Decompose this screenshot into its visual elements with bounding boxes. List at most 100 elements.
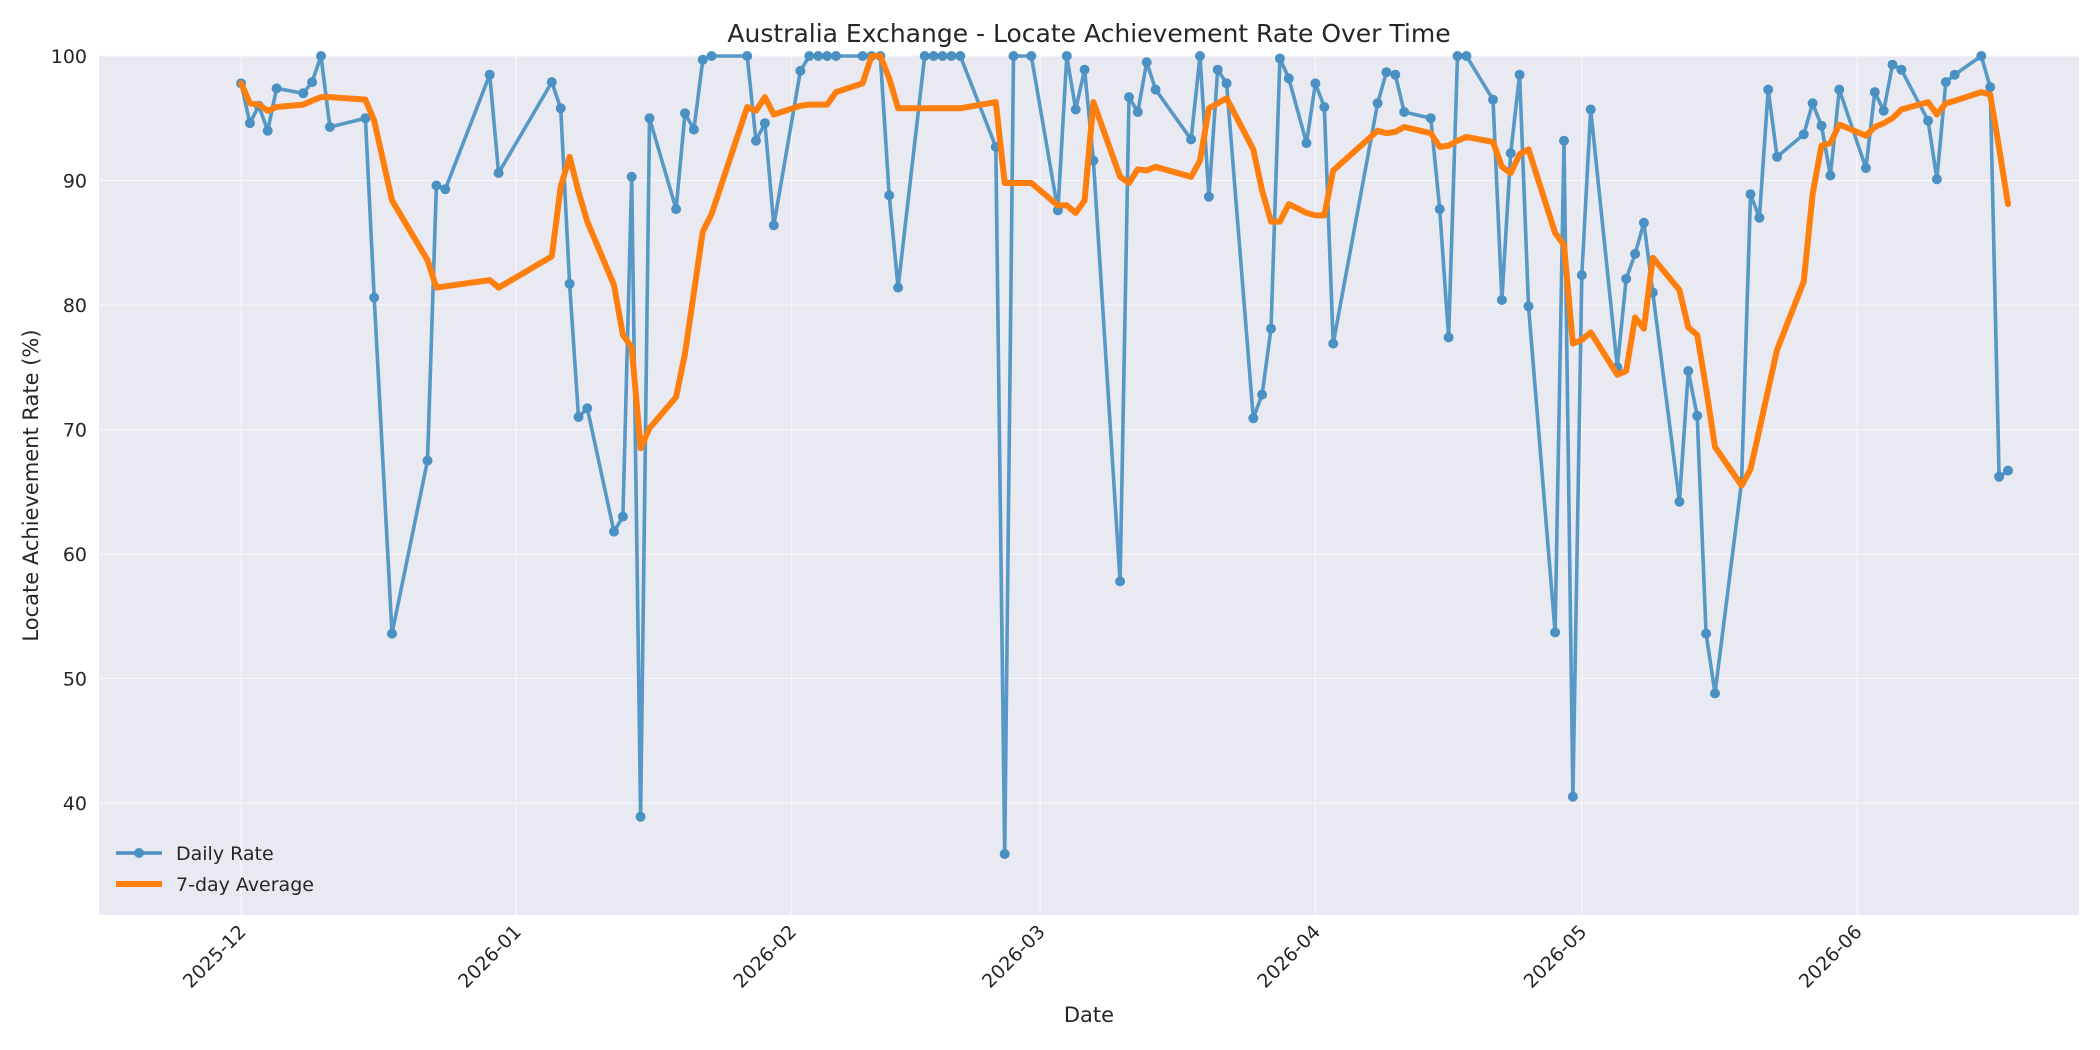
data-point-daily-rate xyxy=(1585,104,1596,115)
data-point-daily-rate xyxy=(1221,78,1232,89)
data-point-daily-rate xyxy=(1674,496,1685,507)
y-tick-label: 100 xyxy=(51,46,87,68)
data-point-daily-rate xyxy=(431,180,442,191)
data-point-daily-rate xyxy=(946,51,957,61)
data-point-daily-rate xyxy=(440,184,451,195)
data-point-daily-rate xyxy=(1257,389,1268,400)
data-point-daily-rate xyxy=(1550,627,1561,638)
data-point-daily-rate xyxy=(1203,191,1214,202)
data-point-daily-rate xyxy=(1008,51,1019,61)
data-point-daily-rate xyxy=(360,113,371,124)
data-point-daily-rate xyxy=(1496,295,1507,305)
data-point-daily-rate xyxy=(493,168,504,178)
data-point-daily-rate xyxy=(1186,134,1197,145)
data-point-daily-rate xyxy=(262,125,273,136)
grid-lines xyxy=(99,55,2079,915)
data-point-daily-rate xyxy=(1559,135,1569,146)
data-point-daily-rate xyxy=(1940,77,1951,88)
data-point-daily-rate xyxy=(1798,129,1809,140)
data-point-daily-rate xyxy=(1488,94,1498,105)
data-point-daily-rate xyxy=(1994,471,2005,482)
data-point-daily-rate xyxy=(822,51,833,61)
data-point-daily-rate xyxy=(1816,120,1827,131)
data-point-daily-rate xyxy=(1115,576,1126,587)
legend-marker-daily-rate xyxy=(134,848,144,858)
data-point-daily-rate xyxy=(387,628,397,639)
data-point-daily-rate xyxy=(1434,204,1445,215)
data-point-daily-rate xyxy=(271,83,282,94)
data-point-daily-rate xyxy=(928,51,939,61)
data-point-daily-rate xyxy=(1061,51,1072,61)
data-point-daily-rate xyxy=(1195,51,1205,61)
data-point-daily-rate xyxy=(1834,84,1845,95)
data-point-daily-rate xyxy=(1576,270,1587,281)
data-point-daily-rate xyxy=(1212,64,1223,75)
y-tick-label: 80 xyxy=(63,295,87,317)
chart-title: Australia Exchange - Locate Achievement … xyxy=(727,19,1450,48)
data-point-daily-rate xyxy=(999,849,1010,859)
data-point-daily-rate xyxy=(324,122,335,132)
data-point-daily-rate xyxy=(1887,59,1898,70)
data-point-daily-rate xyxy=(1976,51,1987,61)
data-point-daily-rate xyxy=(1319,102,1330,112)
x-axis-label: Date xyxy=(1064,1003,1114,1027)
data-point-daily-rate xyxy=(804,51,815,61)
data-point-daily-rate xyxy=(244,118,255,129)
data-point-daily-rate xyxy=(1372,98,1383,109)
data-point-daily-rate xyxy=(1683,366,1694,376)
data-point-daily-rate xyxy=(1869,87,1880,98)
data-point-daily-rate xyxy=(1896,64,1907,75)
data-point-daily-rate xyxy=(1825,170,1836,181)
data-point-daily-rate xyxy=(751,135,761,146)
data-point-daily-rate xyxy=(1923,115,1934,126)
data-point-daily-rate xyxy=(1638,217,1649,228)
data-point-daily-rate xyxy=(831,51,841,61)
data-point-daily-rate xyxy=(1070,104,1081,115)
data-point-daily-rate xyxy=(484,69,495,80)
y-tick-label: 70 xyxy=(63,419,87,441)
data-point-daily-rate xyxy=(1283,73,1294,84)
data-point-daily-rate xyxy=(671,204,682,215)
data-point-daily-rate xyxy=(1381,67,1392,78)
data-point-daily-rate xyxy=(1621,273,1632,284)
data-point-daily-rate xyxy=(609,526,619,537)
data-point-daily-rate xyxy=(768,220,779,231)
data-point-daily-rate xyxy=(857,51,868,61)
data-point-daily-rate xyxy=(1452,51,1463,61)
data-point-daily-rate xyxy=(1399,107,1410,117)
data-point-daily-rate xyxy=(1141,57,1152,68)
data-point-daily-rate xyxy=(1630,248,1641,259)
y-tick-label: 50 xyxy=(63,668,87,690)
data-point-daily-rate xyxy=(546,77,557,88)
data-point-daily-rate xyxy=(1710,688,1720,699)
data-point-daily-rate xyxy=(893,282,904,293)
data-point-daily-rate xyxy=(680,108,690,119)
data-point-daily-rate xyxy=(1301,138,1312,149)
data-point-daily-rate xyxy=(795,65,806,76)
y-tick-label: 90 xyxy=(63,170,87,192)
data-point-daily-rate xyxy=(1026,51,1037,61)
data-point-daily-rate xyxy=(1505,148,1516,159)
y-tick-label: 40 xyxy=(63,793,87,815)
data-point-daily-rate xyxy=(1274,53,1285,64)
data-point-daily-rate xyxy=(1949,69,1960,80)
data-point-daily-rate xyxy=(307,77,318,88)
data-point-daily-rate xyxy=(573,412,584,422)
data-point-daily-rate xyxy=(1390,69,1401,80)
y-tick-label: 60 xyxy=(63,544,87,566)
data-point-daily-rate xyxy=(2003,465,2013,476)
data-point-daily-rate xyxy=(1985,82,1996,93)
data-point-daily-rate xyxy=(1132,107,1143,117)
data-point-daily-rate xyxy=(1514,69,1525,80)
data-point-daily-rate xyxy=(298,88,309,99)
data-point-daily-rate xyxy=(1443,332,1454,343)
data-point-daily-rate xyxy=(1079,64,1090,75)
data-point-daily-rate xyxy=(369,292,380,303)
data-point-daily-rate xyxy=(555,103,566,114)
y-axis-label: Locate Achievement Rate (%) xyxy=(19,329,43,641)
data-point-daily-rate xyxy=(1807,98,1818,109)
data-point-daily-rate xyxy=(688,124,699,135)
legend-label-7-day-average: 7-day Average xyxy=(176,874,314,896)
data-point-daily-rate xyxy=(635,811,646,822)
